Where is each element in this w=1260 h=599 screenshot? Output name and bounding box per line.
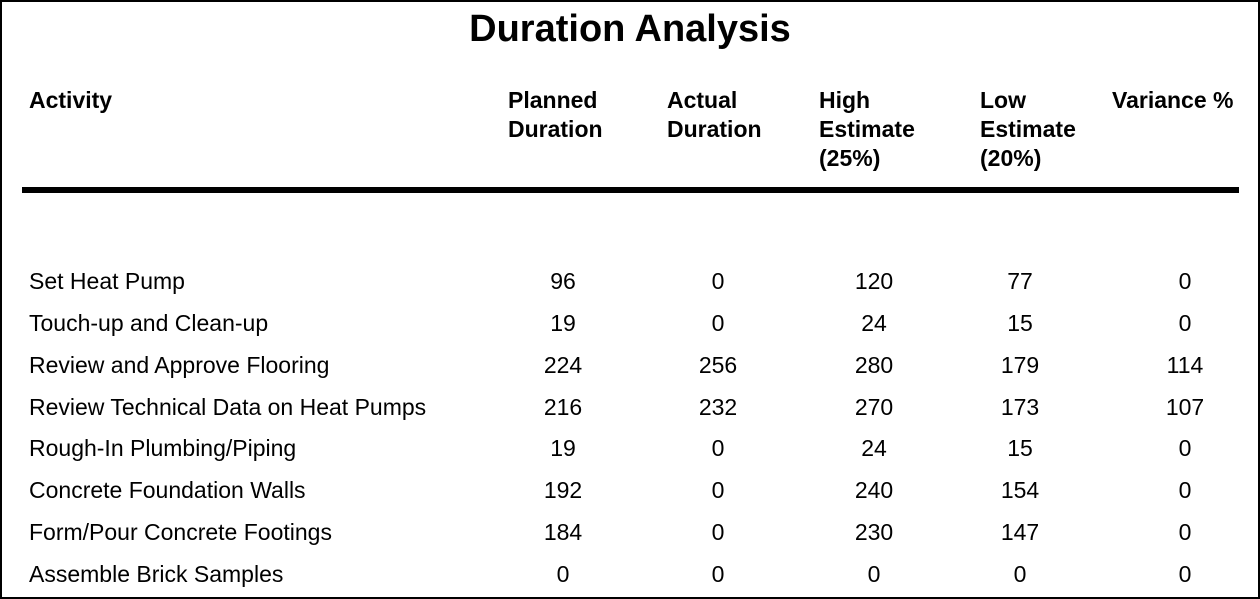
column-header-high-estimate: High Estimate (25%) — [819, 87, 915, 171]
cell-variance: 114 — [1166, 351, 1204, 378]
cell-planned: 224 — [543, 351, 583, 378]
cell-activity: Form/Pour Concrete Footings — [29, 519, 332, 546]
cell-activity: Assemble Brick Samples — [29, 560, 284, 587]
cell-actual: 232 — [698, 393, 738, 420]
cell-variance: 107 — [1165, 393, 1205, 420]
table-row: Assemble Brick Samples 0 0 0 0 0 — [2, 560, 1258, 597]
cell-low: 179 — [1000, 351, 1040, 378]
cell-low: 173 — [1000, 393, 1040, 420]
cell-variance: 0 — [1178, 435, 1192, 462]
cell-planned: 192 — [543, 477, 583, 504]
cell-planned: 0 — [556, 560, 570, 587]
cell-high: 230 — [854, 519, 894, 546]
cell-variance: 0 — [1178, 309, 1192, 336]
data-table: Set Heat Pump 96 0 120 77 0 Touch-up and… — [2, 269, 1258, 597]
cell-actual: 0 — [711, 560, 725, 587]
cell-variance: 0 — [1178, 477, 1192, 504]
table-row: Review and Approve Flooring 224 256 280 … — [2, 351, 1258, 395]
column-header-low-estimate: Low Estimate (20%) — [980, 87, 1076, 171]
column-header-activity: Activity — [29, 87, 113, 113]
table-row: Form/Pour Concrete Footings 184 0 230 14… — [2, 520, 1258, 562]
cell-high: 24 — [861, 435, 887, 462]
cell-variance: 0 — [1178, 519, 1192, 546]
table-row: Set Heat Pump 96 0 120 77 0 — [2, 269, 1258, 311]
column-header-actual-duration: Actual Duration — [667, 87, 762, 142]
cell-variance: 0 — [1178, 268, 1192, 294]
table-row: Concrete Foundation Walls 192 0 240 154 … — [2, 478, 1258, 520]
cell-high: 270 — [854, 393, 894, 420]
cell-activity: Review Technical Data on Heat Pumps — [29, 393, 427, 420]
cell-planned: 19 — [550, 309, 576, 336]
cell-high: 240 — [854, 477, 894, 504]
column-header-variance: Variance % — [1112, 87, 1234, 113]
cell-activity: Concrete Foundation Walls — [29, 477, 306, 504]
cell-actual: 0 — [711, 519, 725, 546]
cell-low: 15 — [1007, 435, 1033, 462]
cell-low: 15 — [1007, 309, 1033, 336]
cell-low: 147 — [1000, 519, 1040, 546]
cell-high: 280 — [854, 351, 894, 378]
cell-activity: Touch-up and Clean-up — [29, 309, 269, 336]
cell-variance: 0 — [1178, 560, 1192, 587]
cell-activity: Rough-In Plumbing/Piping — [29, 435, 297, 462]
cell-activity: Review and Approve Flooring — [29, 351, 330, 378]
cell-actual: 0 — [711, 309, 725, 336]
column-header-planned-duration: Planned Duration — [508, 87, 603, 142]
header-rule — [22, 187, 1239, 193]
page-title: Duration Analysis — [469, 8, 791, 50]
table-row: Touch-up and Clean-up 19 0 24 15 0 — [2, 309, 1258, 353]
cell-planned: 19 — [550, 435, 576, 462]
cell-low: 154 — [1000, 477, 1040, 504]
cell-low: 0 — [1013, 560, 1027, 587]
cell-planned: 96 — [550, 268, 576, 294]
cell-activity: Set Heat Pump — [29, 268, 185, 294]
table-row: Rough-In Plumbing/Piping 19 0 24 15 0 — [2, 436, 1258, 478]
cell-actual: 0 — [711, 435, 725, 462]
cell-high: 120 — [854, 268, 894, 294]
header-row: Activity Planned Duration Actual Duratio… — [2, 86, 1258, 173]
cell-planned: 216 — [543, 393, 583, 420]
cell-high: 0 — [867, 560, 881, 587]
cell-low: 77 — [1007, 268, 1033, 294]
cell-actual: 0 — [711, 268, 725, 294]
cell-actual: 0 — [711, 477, 725, 504]
cell-planned: 184 — [543, 519, 583, 546]
table-header: Activity Planned Duration Actual Duratio… — [2, 86, 1258, 173]
cell-actual: 256 — [698, 351, 738, 378]
cell-high: 24 — [861, 309, 887, 336]
table-row: Review Technical Data on Heat Pumps 216 … — [2, 393, 1258, 437]
